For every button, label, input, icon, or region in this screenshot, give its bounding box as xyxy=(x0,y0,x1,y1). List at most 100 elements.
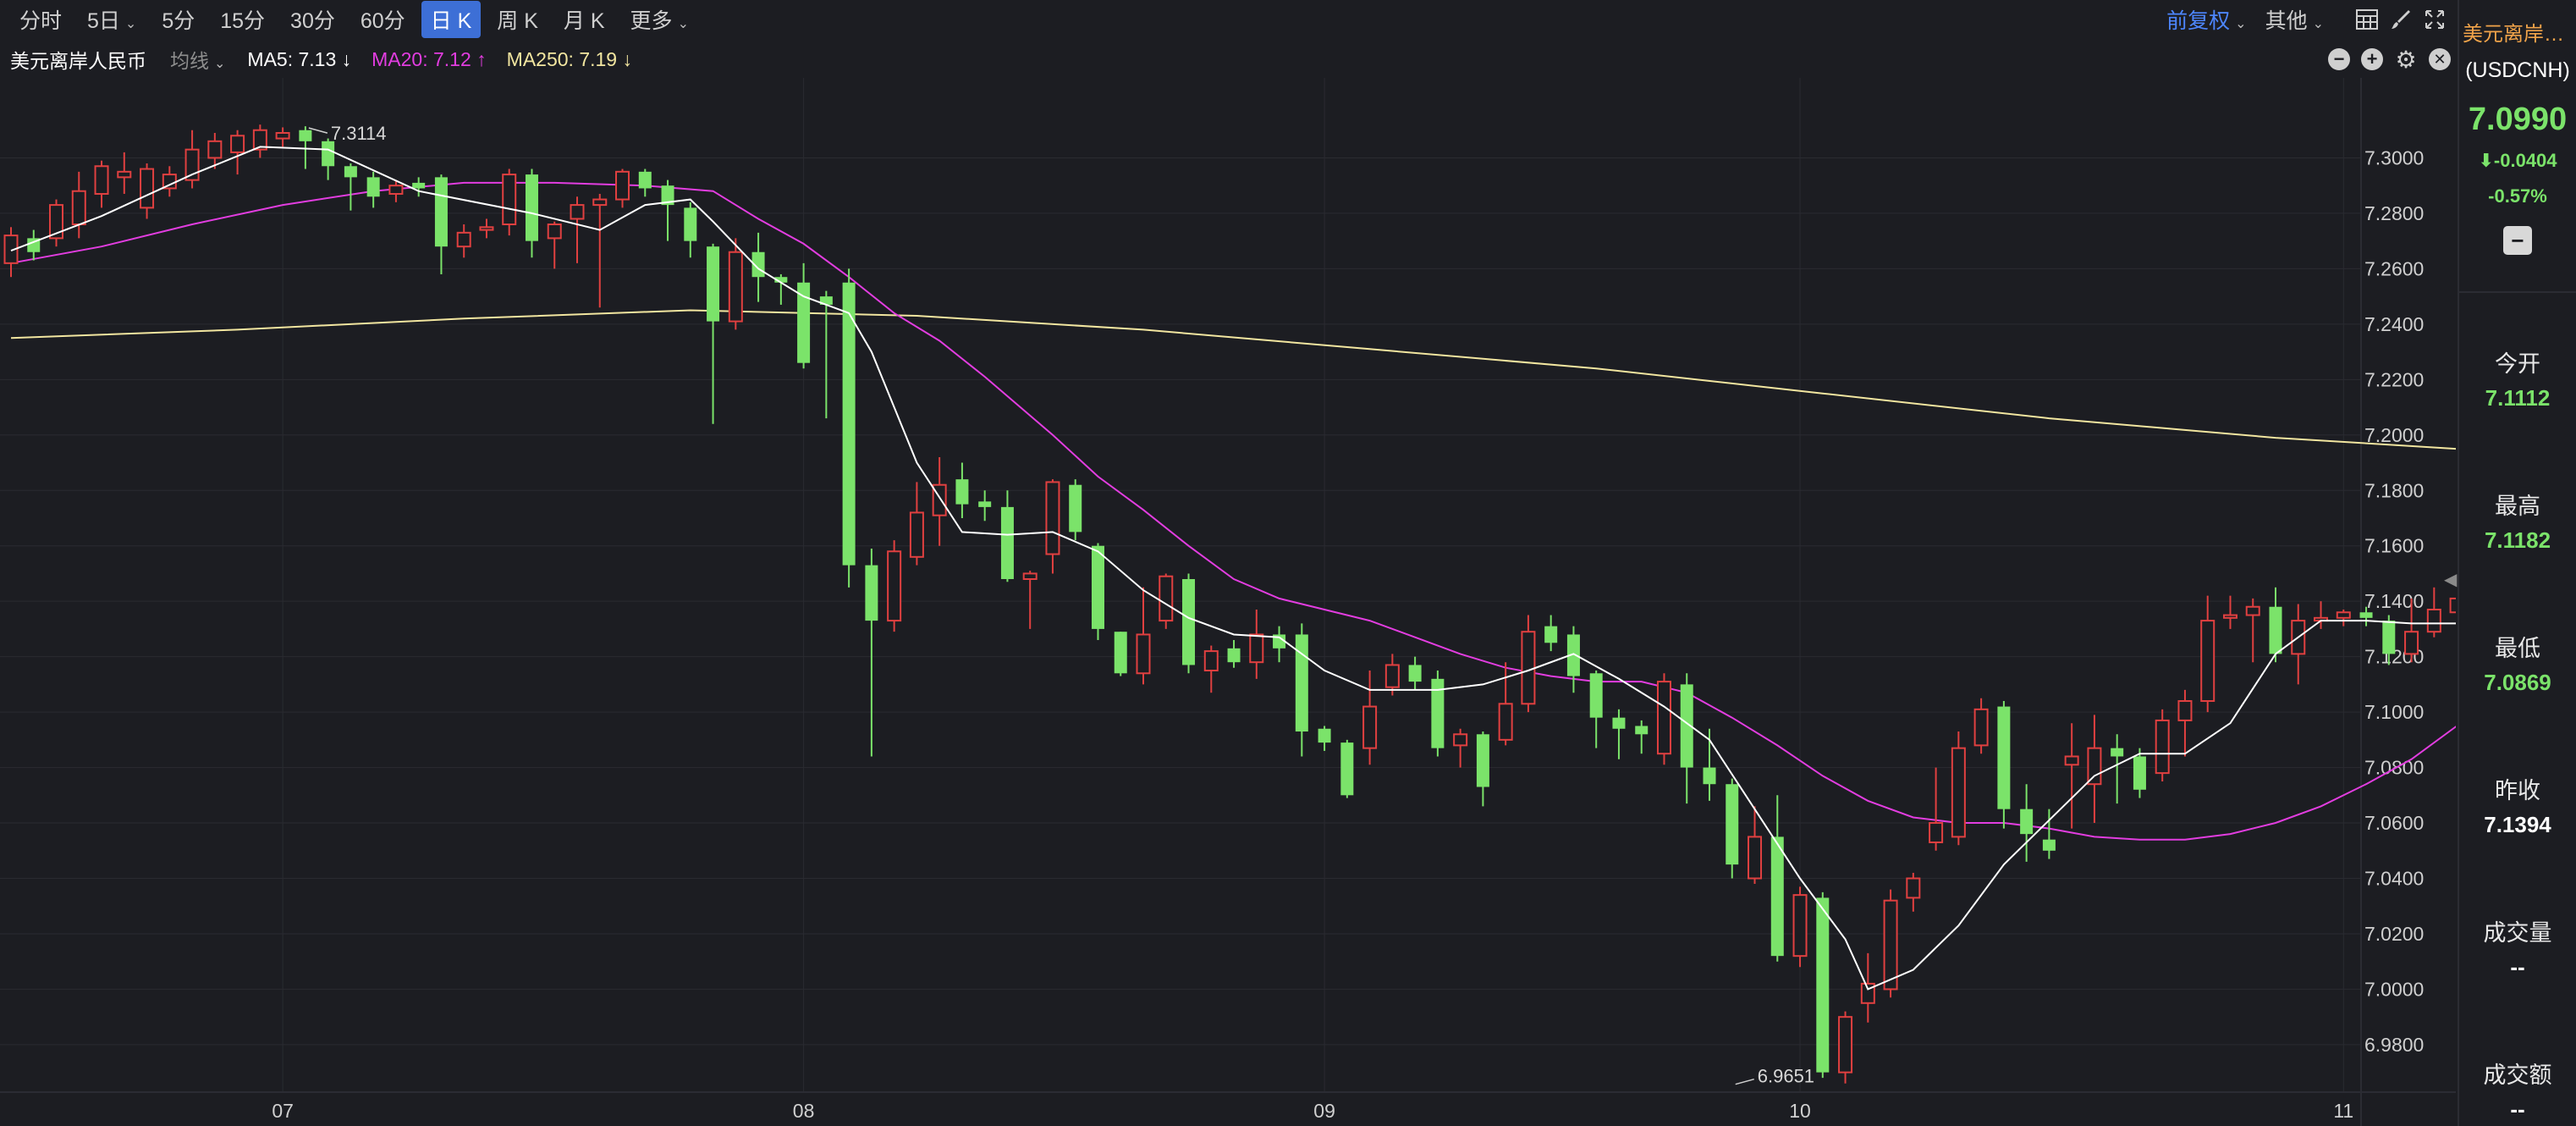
candle-body-down xyxy=(819,296,833,305)
gear-icon[interactable]: ⚙ xyxy=(2395,46,2417,73)
candle-body-up xyxy=(207,140,223,159)
symbol-name: 美元离岸人... xyxy=(2463,23,2576,46)
brush-draw-icon[interactable] xyxy=(2388,7,2414,32)
candle-body-down xyxy=(707,246,720,322)
stat-label: 最高 xyxy=(2495,494,2540,519)
candle-body-down xyxy=(2020,809,2034,835)
candle-body-up xyxy=(2064,755,2079,766)
candlestick-chart[interactable]: 7.3000 7.2800 7.2600 7.2400 7.2200 7.2000 7.18… xyxy=(0,78,2456,1126)
period-tab-label: 日 K xyxy=(430,9,472,33)
candle-body-up xyxy=(1022,572,1038,580)
period-tabs: 分时 5日 ⌄ 5分 15分 30分 60分 日 K 周 K 月 K 更多 ⌄ xyxy=(10,1,705,38)
adjust-dropdown[interactable]: 前复权 ⌄ xyxy=(2166,4,2246,35)
candle-body-down xyxy=(1997,706,2011,809)
candle-body-up xyxy=(2200,620,2215,703)
period-tab-6[interactable]: 日 K xyxy=(421,1,482,38)
candle-body-up xyxy=(388,185,404,196)
annotation-arrow xyxy=(1735,1078,1754,1085)
candle-body-up xyxy=(49,204,64,240)
period-tab-0[interactable]: 分时 xyxy=(10,1,71,38)
candle-body-up xyxy=(140,168,155,209)
candle-body-up xyxy=(1973,708,1989,747)
candle-body-down xyxy=(684,207,697,241)
candle-body-up xyxy=(1906,877,1921,899)
symbol-code: (USDCNH) xyxy=(2465,58,2570,82)
period-tab-3[interactable]: 15分 xyxy=(211,1,274,38)
stat-value: 7.1112 xyxy=(2485,385,2551,411)
y-tick-label: 7.2400 xyxy=(2364,313,2424,335)
panel-divider xyxy=(2459,291,2576,293)
candle-body-down xyxy=(1182,578,1196,665)
candle-body-up xyxy=(1384,664,1400,688)
candle-body-down xyxy=(1069,484,1082,533)
y-tick-label: 7.0800 xyxy=(2364,757,2424,779)
ma20-legend: MA20: 7.12 ↑ xyxy=(372,47,487,70)
stat-1: 最高 7.1182 xyxy=(2459,488,2576,554)
zoom-out-icon[interactable]: − xyxy=(2328,48,2350,70)
candle-body-down xyxy=(434,177,448,247)
candle-body-up xyxy=(71,190,86,226)
period-tab-label: 分时 xyxy=(19,9,63,33)
candle-body-down xyxy=(774,277,788,283)
period-tab-2[interactable]: 5分 xyxy=(152,1,204,38)
x-tick-label: 07 xyxy=(272,1100,294,1122)
stat-label: 昨收 xyxy=(2495,778,2540,803)
adjust-label: 前复权 xyxy=(2166,9,2231,33)
x-tick-label: 09 xyxy=(1313,1100,1335,1122)
fullscreen-icon[interactable] xyxy=(2422,7,2447,32)
ma-type-dropdown[interactable]: 均线 ⌄ xyxy=(170,45,225,74)
candle-body-down xyxy=(1318,728,1331,743)
chevron-down-icon: ⌄ xyxy=(214,57,226,71)
candle-body-up xyxy=(1136,633,1151,675)
period-tab-9[interactable]: 更多 ⌄ xyxy=(621,1,698,38)
candle-body-down xyxy=(2111,748,2124,757)
ma-type-label: 均线 xyxy=(170,50,209,72)
indicator-tools: − + ⚙ ✕ xyxy=(2317,46,2451,73)
price-change-pct: -0.57% xyxy=(2488,185,2547,207)
panel-toggle-icon[interactable]: ◀ xyxy=(2444,571,2458,589)
y-tick-label: 7.0600 xyxy=(2364,812,2424,834)
candle-body-down xyxy=(1114,632,1127,674)
extreme-annotation: 7.3114 xyxy=(331,123,387,144)
period-tab-5[interactable]: 60分 xyxy=(351,1,415,38)
candle-body-up xyxy=(1498,703,1513,741)
candle-body-up xyxy=(94,165,109,196)
candle-body-down xyxy=(299,130,312,141)
candle-body-down xyxy=(1816,897,1830,1073)
period-tab-7[interactable]: 周 K xyxy=(487,1,548,38)
layout-grid-icon[interactable] xyxy=(2354,7,2380,32)
candle-body-down xyxy=(1726,784,1739,865)
collapse-button[interactable]: − xyxy=(2503,226,2532,255)
candle-body-up xyxy=(570,204,585,220)
candle-body-down xyxy=(797,282,811,363)
chevron-down-icon: ⌄ xyxy=(2312,17,2324,31)
candle-body-up xyxy=(592,198,608,207)
period-tab-4[interactable]: 30分 xyxy=(281,1,344,38)
period-tab-1[interactable]: 5日 ⌄ xyxy=(78,1,146,38)
chevron-down-icon: ⌄ xyxy=(2235,17,2247,31)
y-tick-label: 7.2000 xyxy=(2364,424,2424,446)
other-dropdown[interactable]: 其他 ⌄ xyxy=(2265,4,2324,35)
instrument-title: 美元离岸人民币 xyxy=(10,50,146,72)
candle-body-up xyxy=(547,224,562,240)
candle-body-up xyxy=(2087,747,2102,786)
candle-body-up xyxy=(2426,609,2441,633)
stat-value: 7.1394 xyxy=(2484,812,2551,837)
candle-body-up xyxy=(1203,650,1219,672)
y-tick-label: 7.1800 xyxy=(2364,479,2424,501)
candle-body-up xyxy=(1748,836,1763,880)
close-icon[interactable]: ✕ xyxy=(2429,48,2451,70)
candle-body-down xyxy=(955,479,969,505)
period-tab-8[interactable]: 月 K xyxy=(554,1,614,38)
y-tick-label: 6.9800 xyxy=(2364,1034,2424,1056)
zoom-in-icon[interactable]: + xyxy=(2361,48,2383,70)
candle-body-down xyxy=(1227,648,1241,663)
stat-value: -- xyxy=(2510,954,2525,980)
candle-body-up xyxy=(1453,733,1468,747)
candle-body-up xyxy=(1159,575,1174,622)
candle-body-down xyxy=(1589,673,1603,718)
candle-body-up xyxy=(1249,633,1264,664)
candle-body-down xyxy=(1612,717,1626,729)
candle-body-up xyxy=(1792,894,1808,958)
